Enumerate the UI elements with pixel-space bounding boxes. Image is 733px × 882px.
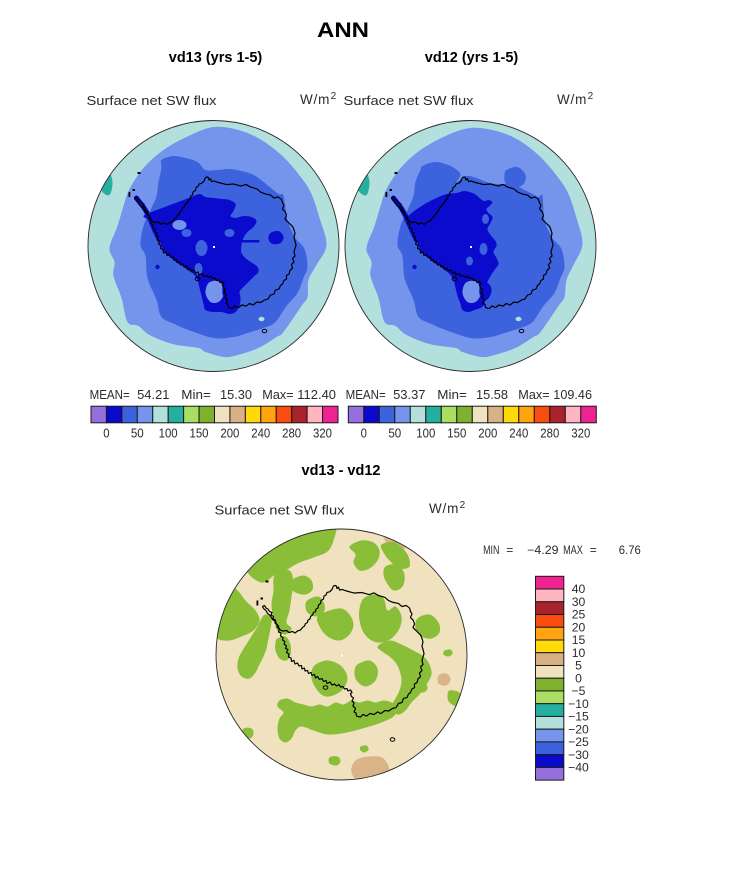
svg-text:Max=: Max= — [518, 388, 549, 402]
svg-text:Max=: Max= — [262, 388, 293, 402]
svg-text:15.58: 15.58 — [476, 388, 508, 402]
svg-text:112.40: 112.40 — [297, 388, 336, 402]
svg-text:320: 320 — [313, 426, 332, 441]
svg-text:53.37: 53.37 — [393, 388, 425, 402]
svg-text:30: 30 — [572, 595, 586, 609]
svg-text:W/m2: W/m2 — [429, 500, 466, 516]
svg-text:100: 100 — [159, 426, 178, 441]
svg-text:Surface net SW flux: Surface net SW flux — [344, 93, 475, 108]
svg-text:−15: −15 — [568, 710, 589, 724]
svg-text:MIN: MIN — [483, 545, 499, 557]
svg-text:109.46: 109.46 — [553, 388, 592, 402]
svg-text:0: 0 — [361, 426, 367, 441]
svg-text:200: 200 — [478, 426, 497, 441]
svg-text:280: 280 — [540, 426, 559, 441]
svg-text:280: 280 — [282, 426, 301, 441]
svg-text:Min=: Min= — [181, 388, 211, 402]
svg-text:−30: −30 — [568, 748, 589, 762]
svg-text:240: 240 — [509, 426, 528, 441]
svg-text:MEAN=: MEAN= — [346, 388, 386, 402]
svg-text:W/m2: W/m2 — [300, 91, 337, 107]
svg-text:ANN: ANN — [317, 18, 369, 42]
svg-text:Min=: Min= — [437, 388, 467, 402]
svg-text:320: 320 — [571, 426, 590, 441]
svg-text:−10: −10 — [568, 697, 589, 711]
svg-text:6.76: 6.76 — [619, 545, 641, 557]
svg-text:50: 50 — [131, 426, 144, 441]
svg-text:200: 200 — [220, 426, 239, 441]
svg-text:=: = — [590, 545, 597, 557]
svg-text:Surface net SW flux: Surface net SW flux — [215, 503, 346, 518]
svg-text:−40: −40 — [568, 761, 589, 775]
svg-text:−25: −25 — [568, 735, 589, 749]
svg-text:MEAN=: MEAN= — [90, 388, 130, 402]
svg-text:5: 5 — [575, 659, 582, 673]
svg-text:−20: −20 — [568, 722, 589, 736]
svg-text:40: 40 — [572, 582, 586, 596]
svg-text:20: 20 — [572, 620, 586, 634]
svg-text:−4.29: −4.29 — [527, 545, 558, 557]
svg-text:0: 0 — [103, 426, 109, 441]
svg-text:150: 150 — [447, 426, 466, 441]
svg-text:=: = — [506, 545, 513, 557]
svg-text:10: 10 — [572, 646, 586, 660]
svg-text:MAX: MAX — [563, 545, 583, 557]
svg-text:vd12 (yrs 1-5): vd12 (yrs 1-5) — [425, 50, 519, 66]
svg-text:50: 50 — [388, 426, 401, 441]
svg-text:54.21: 54.21 — [137, 388, 169, 402]
svg-text:100: 100 — [416, 426, 435, 441]
svg-text:15: 15 — [572, 633, 586, 647]
svg-text:240: 240 — [251, 426, 270, 441]
svg-text:W/m2: W/m2 — [557, 91, 594, 107]
svg-text:150: 150 — [190, 426, 209, 441]
svg-text:vd13 (yrs 1-5): vd13 (yrs 1-5) — [169, 50, 263, 66]
svg-text:0: 0 — [575, 671, 582, 685]
svg-text:−5: −5 — [572, 684, 586, 698]
svg-text:25: 25 — [572, 608, 586, 622]
svg-text:vd13 - vd12: vd13 - vd12 — [302, 463, 381, 479]
svg-text:15.30: 15.30 — [220, 388, 252, 402]
svg-text:Surface net SW flux: Surface net SW flux — [87, 93, 218, 108]
